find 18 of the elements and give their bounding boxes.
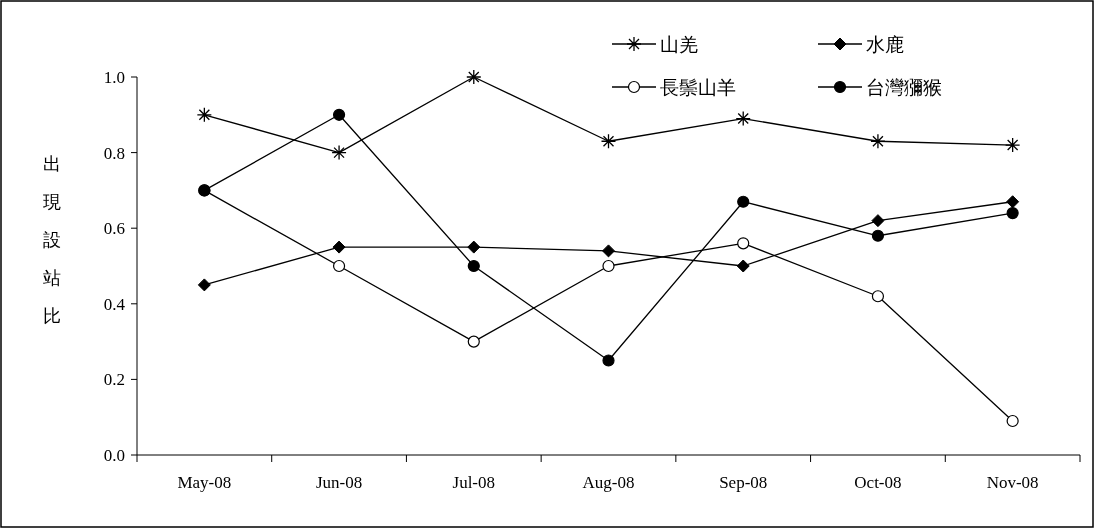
- x-tick-label: Sep-08: [719, 473, 768, 492]
- x-tick-label: Aug-08: [582, 473, 635, 492]
- x-tick-label: Oct-08: [854, 473, 902, 492]
- y-tick-label: 0.8: [103, 143, 125, 163]
- y-axis-title: 出現設站比: [43, 154, 61, 326]
- legend-label: 山羌: [660, 34, 698, 55]
- y-tick-label: 0.0: [103, 446, 125, 465]
- legend-label: 長鬃山羊: [660, 77, 736, 98]
- x-tick-label: Jul-08: [452, 473, 496, 492]
- y-tick-label: 0.4: [103, 294, 126, 314]
- y-tick-label: 1.0: [103, 68, 125, 87]
- x-tick-label: Nov-08: [986, 473, 1039, 492]
- x-tick-label: Jun-08: [315, 473, 363, 492]
- legend-label: 水鹿: [866, 34, 904, 55]
- x-tick-label: May-08: [177, 473, 232, 492]
- y-tick-label: 0.6: [103, 219, 125, 239]
- y-tick-label: 0.2: [103, 370, 125, 390]
- legend-label: 台灣獼猴: [866, 77, 942, 98]
